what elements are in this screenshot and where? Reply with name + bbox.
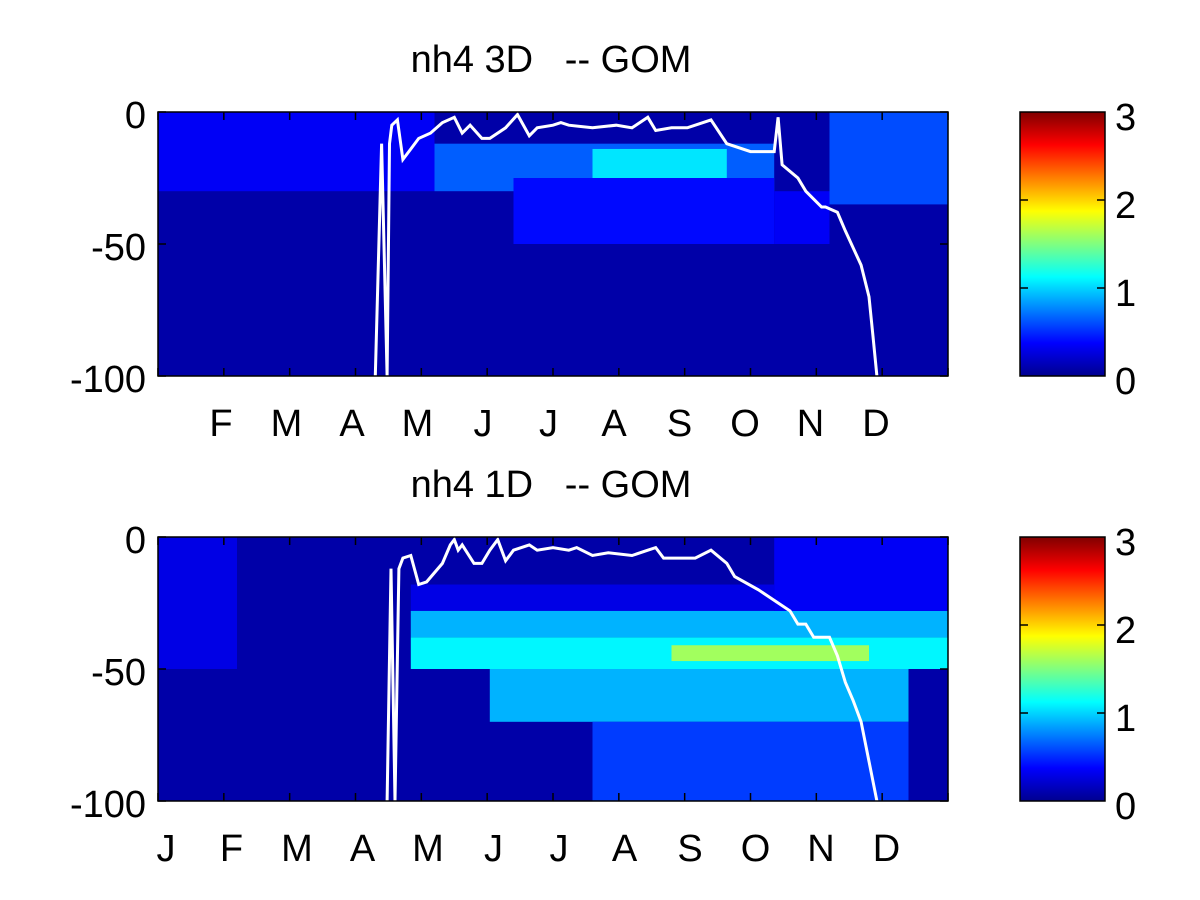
panel-1-cbar-tick-0: 0 [1115, 361, 1136, 403]
panel-2-line [385, 537, 879, 801]
panel-2-ytick-100: -100 [70, 784, 146, 826]
heat-cell-8 [774, 537, 948, 611]
panel-2-cbar-tick-0: 0 [1115, 786, 1136, 828]
panel-2-colorbar-ticks [1020, 624, 1105, 714]
panel-1-title: nh4 3D -- GOM [411, 39, 692, 81]
x-tick-label-3: M [402, 403, 434, 445]
heat-cell-5 [671, 645, 869, 662]
panel-2-ytick-50: -50 [91, 652, 146, 694]
x-tick-label-10: D [862, 403, 889, 445]
panel-1-ytick-0: 0 [125, 95, 146, 137]
heat-cell-6 [489, 669, 909, 722]
x-tick-label-7: S [667, 403, 692, 445]
heat-cell-7 [592, 721, 909, 801]
panel-2-heatmap [158, 537, 948, 801]
x-tick-label-4: J [474, 403, 493, 445]
panel-2-cbar-tick-3: 3 [1115, 522, 1136, 564]
x-tick-label-6: J [550, 828, 569, 870]
panel-1-ytick-50: -50 [91, 227, 146, 269]
x-tick-label-9: O [741, 828, 771, 870]
panel-1-tick-marks [157, 111, 949, 377]
x-tick-label-5: J [539, 403, 558, 445]
x-tick-label-5: J [484, 828, 503, 870]
panel-1-ytick-100: -100 [70, 359, 146, 401]
panel-1-cbar-tick-1: 1 [1115, 273, 1136, 315]
panel-2-ytick-0: 0 [125, 520, 146, 562]
x-tick-label-0: F [209, 403, 232, 445]
x-tick-label-0: J [157, 828, 176, 870]
heat-cell-2 [410, 584, 775, 611]
x-tick-label-7: A [612, 828, 638, 870]
panel-2-tick-marks [157, 536, 949, 802]
x-tick-label-11: D [873, 828, 900, 870]
x-tick-label-10: N [807, 828, 834, 870]
panel-2-title: nh4 1D -- GOM [411, 464, 692, 506]
panel-1-cbar-tick-2: 2 [1115, 185, 1136, 227]
x-tick-label-8: O [730, 403, 760, 445]
panel-1-colorbar [1019, 111, 1106, 377]
x-tick-label-2: A [339, 403, 365, 445]
panel-1-line [373, 112, 879, 376]
x-tick-label-6: A [601, 403, 627, 445]
x-tick-label-2: M [281, 828, 313, 870]
x-tick-label-1: F [220, 828, 243, 870]
x-tick-label-3: A [350, 828, 376, 870]
heat-cell-1 [158, 537, 237, 669]
x-tick-label-9: N [797, 403, 824, 445]
panel-2-cbar-tick-2: 2 [1115, 610, 1136, 652]
panel-2-cbar-tick-1: 1 [1115, 698, 1136, 740]
x-tick-label-4: M [412, 828, 444, 870]
panel-1-cbar-tick-3: 3 [1115, 97, 1136, 139]
heat-cell-4 [513, 178, 775, 244]
heat-cell-3 [410, 610, 948, 638]
panel-2-colorbar [1019, 536, 1106, 802]
panel-1-heatmap [158, 112, 948, 376]
x-tick-label-8: S [677, 828, 702, 870]
heat-cell-6 [774, 191, 830, 244]
x-tick-label-1: M [271, 403, 303, 445]
heat-cell-5 [829, 112, 948, 205]
panel-1-colorbar-ticks [1020, 199, 1105, 289]
